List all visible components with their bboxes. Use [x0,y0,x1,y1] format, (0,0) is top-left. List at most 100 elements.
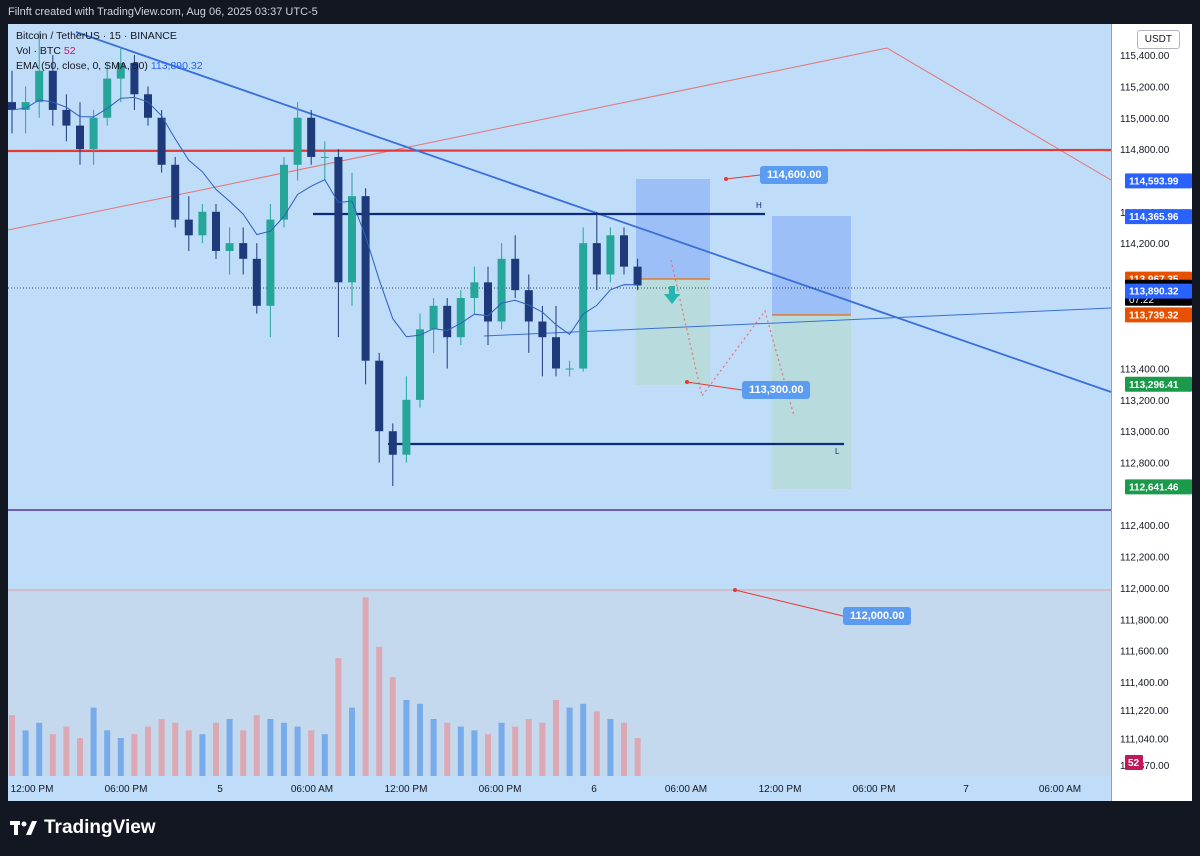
candle-body[interactable] [116,62,125,79]
candle-body[interactable] [171,164,180,220]
candle-body[interactable] [348,196,356,283]
tradingview-logo[interactable]: TradingView [10,817,156,839]
candle-body[interactable] [334,156,343,283]
price-axis-tick: 112,800.00 [1120,459,1170,470]
price-axis-background [1111,24,1192,801]
candle-body[interactable] [293,117,302,165]
candle-body[interactable] [375,360,384,432]
volume-bar [498,722,505,776]
candle-body[interactable] [538,321,547,338]
candle-body[interactable] [48,70,57,110]
candle-body[interactable] [212,211,220,251]
volume-bar [349,707,355,776]
candle-body[interactable] [225,243,234,251]
candle-body[interactable] [144,94,152,118]
candle-body[interactable] [429,305,438,330]
candle-body[interactable] [402,399,411,455]
volume-bar [512,726,519,776]
price-axis-tick: 115,000.00 [1120,114,1170,125]
candle-body[interactable] [198,211,207,236]
candle-body[interactable] [416,329,424,400]
price-axis-tick: 111,800.00 [1120,615,1169,626]
callout-112000[interactable]: 112,000.00 [843,607,912,625]
volume-bar [485,734,491,776]
volume-bar [593,711,600,776]
price-chart[interactable]: H L 115,400.00 115,200.00 115,000.00 114,80… [8,24,1192,801]
candle-body[interactable] [565,368,574,370]
candle-body[interactable] [484,282,492,322]
price-axis-tick: 113,400.00 [1120,365,1170,376]
volume-bar [389,677,396,776]
volume-bar [199,734,206,776]
chart-panel[interactable]: H L 115,400.00 115,200.00 115,000.00 114,80… [8,24,1192,801]
candle-body[interactable] [633,266,642,286]
time-axis-tick: 5 [217,784,223,795]
candle-body[interactable] [157,117,166,165]
chart-header: Filnft created with TradingView.com, Aug… [0,0,1200,24]
time-axis-tick: 12:00 PM [759,784,802,795]
price-tags: 114,593.99114,365.96113,967.35113,915.24… [1125,173,1192,770]
ascending-trendline[interactable] [483,307,1112,337]
candle-body[interactable] [443,305,452,338]
descending-trendline[interactable] [75,31,1112,393]
candle-body[interactable] [184,219,193,236]
callout-113300[interactable]: 113,300.00 [742,381,811,399]
tradingview-icon [10,819,38,837]
candle-body[interactable] [266,219,275,306]
price-axis-tick: 110,870.00 [1120,761,1170,772]
candle-body[interactable] [361,196,370,361]
candle-body[interactable] [592,243,601,275]
callout-line-112000 [734,589,844,617]
candle-body[interactable] [388,431,397,455]
candle-body[interactable] [511,258,520,291]
resistance-line[interactable] [8,148,1112,153]
volume-bar [158,719,165,776]
callout-line-114600 [725,174,761,180]
short-position-1[interactable] [636,179,710,385]
price-axis-tick: 111,600.00 [1120,647,1169,658]
currency-selector[interactable]: USDT [1136,30,1180,49]
candle-body[interactable] [470,282,479,298]
candles[interactable] [8,31,642,487]
candle-body[interactable] [456,297,465,338]
candle-body[interactable] [21,102,30,110]
candle-body[interactable] [606,235,615,275]
candle-body[interactable] [89,117,98,150]
candle-body[interactable] [524,290,533,322]
candle-body[interactable] [8,102,16,110]
candle-body[interactable] [252,258,261,306]
callout-dot-112000 [733,588,737,592]
candle-body[interactable] [620,235,628,267]
candle-body[interactable] [552,337,560,369]
candle-body[interactable] [62,109,71,126]
rising-wedge-line[interactable] [8,47,888,231]
candle-body[interactable] [76,125,84,150]
callout-114600[interactable]: 114,600.00 [760,166,829,184]
candle-body[interactable] [307,117,316,157]
candle-body[interactable] [280,164,288,220]
volume-bar [49,734,56,776]
price-tag-bg [1125,307,1192,323]
short-position-2[interactable] [772,216,851,489]
volume-bar [9,715,15,776]
time-axis-tick: 06:00 AM [665,784,707,795]
volume-bar [403,700,410,776]
volume-bar [566,707,573,776]
time-axis-tick: 06:00 AM [291,784,333,795]
candle-body[interactable] [497,258,506,322]
legend-volume: Vol · BTC 52 [16,45,76,57]
candle-body[interactable] [320,156,329,158]
volume-bar [185,730,192,776]
price-axis-tick: 111,040.00 [1120,734,1169,745]
candle-body[interactable] [579,243,588,369]
volume-bar [621,722,627,776]
candle-body[interactable] [35,70,44,103]
volume-tag-label: 52 [1128,758,1140,769]
candle-body[interactable] [130,62,139,95]
candle-body[interactable] [239,243,248,259]
volume-bar [634,738,641,776]
wedge-fall-line[interactable] [886,47,1112,181]
volume-bars [9,597,641,776]
volume-bar [539,722,546,776]
candle-body[interactable] [103,78,112,118]
